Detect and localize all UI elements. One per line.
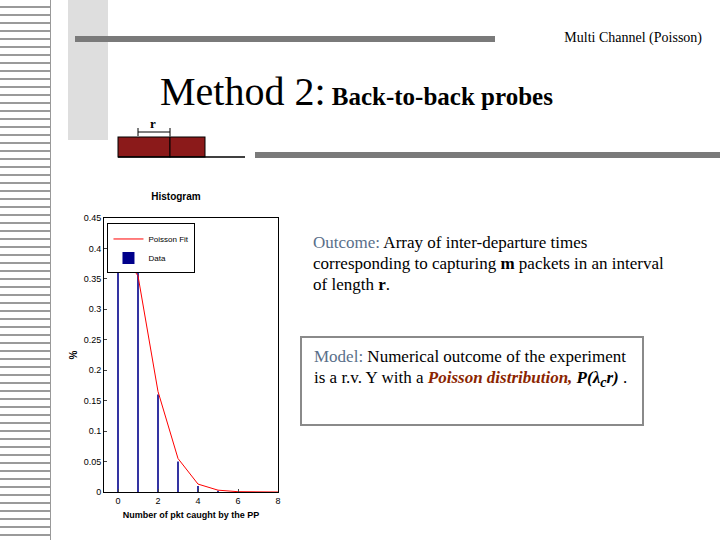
html-text:Outcome: Array of inter-depart: Outcome: Array of inter-departure times …	[313, 233, 664, 294]
svg-text:Number of pkt caught by the PP: Number of pkt caught by the PP	[123, 510, 260, 520]
svg-text:4: 4	[195, 496, 200, 506]
svg-text:0.4: 0.4	[89, 244, 102, 254]
html-text:Model: Numerical outcome of th: Model: Numerical outcome of the experime…	[314, 347, 628, 391]
html-text:Multi Channel (Poisson): Multi Channel (Poisson)	[564, 30, 702, 45]
svg-text:2: 2	[155, 496, 160, 506]
svg-text:8: 8	[275, 496, 280, 506]
svg-text:Poisson Fit: Poisson Fit	[148, 235, 188, 244]
svg-text:0.2: 0.2	[89, 365, 102, 375]
svg-text:0.35: 0.35	[84, 274, 102, 284]
svg-text:0.05: 0.05	[84, 457, 102, 467]
svg-text:0.45: 0.45	[84, 213, 102, 223]
svg-text:0: 0	[115, 496, 120, 506]
svg-text:0.3: 0.3	[89, 304, 102, 314]
svg-text:0.15: 0.15	[84, 396, 102, 406]
html-text:Method 2:Back-to-back probes: Method 2:Back-to-back probes	[160, 69, 553, 114]
svg-text:Data: Data	[148, 254, 165, 263]
svg-text:0.1: 0.1	[89, 426, 102, 436]
svg-text:r: r	[150, 116, 156, 131]
svg-text:0.25: 0.25	[84, 335, 102, 345]
svg-text:0: 0	[96, 487, 101, 497]
svg-text:6: 6	[235, 496, 240, 506]
svg-text:Histogram: Histogram	[151, 191, 201, 202]
svg-text:%: %	[68, 350, 79, 359]
